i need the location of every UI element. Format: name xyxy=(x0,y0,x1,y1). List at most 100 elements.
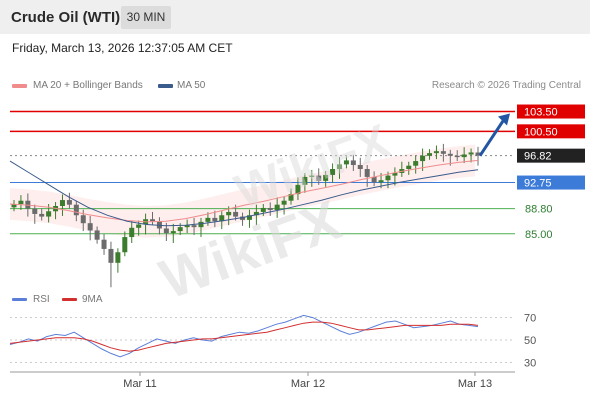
candle-body xyxy=(420,155,426,162)
candle-body xyxy=(25,200,31,209)
candle-body xyxy=(240,216,246,220)
x-tick-label-Mar-13: Mar 13 xyxy=(458,378,492,390)
candle-body xyxy=(316,175,322,181)
timeframe-badge[interactable]: 30 MIN xyxy=(121,6,171,29)
projection-arrowhead xyxy=(498,113,510,126)
level-tag-92.75 xyxy=(517,175,585,190)
level-label-103.50: 103.50 xyxy=(524,107,558,119)
candle-body xyxy=(267,207,273,210)
instrument-title: Crude Oil (WTI) xyxy=(11,9,121,26)
candle-body xyxy=(205,217,211,222)
rsi-tick-30: 30 xyxy=(524,357,536,369)
rsi-ma-line xyxy=(9,321,479,352)
candle-body xyxy=(39,213,45,217)
rsi-tick-70: 70 xyxy=(524,313,536,325)
candle-body xyxy=(385,175,391,181)
candle-body xyxy=(46,211,52,217)
top-bar: Crude Oil (WTI) 30 MIN xyxy=(0,0,590,34)
candle-body xyxy=(461,154,467,158)
candle-body xyxy=(94,230,100,240)
candle-body xyxy=(18,200,24,205)
candle-body xyxy=(302,176,308,185)
level-label-88.80: 88.80 xyxy=(525,204,553,216)
candle-body xyxy=(288,194,294,201)
candle-body xyxy=(447,153,453,156)
candle-body xyxy=(406,165,412,169)
candle-body xyxy=(32,208,38,214)
candle-body xyxy=(177,227,183,232)
candle-body xyxy=(233,211,239,217)
candle-body xyxy=(260,207,266,212)
candle-body xyxy=(101,239,107,249)
candle-body xyxy=(330,169,336,175)
candle-body xyxy=(468,152,474,155)
candle-body xyxy=(413,161,419,166)
x-tick-label-Mar-12: Mar 12 xyxy=(291,378,325,390)
candle-body xyxy=(427,153,433,156)
candle-body xyxy=(156,221,162,229)
candle-body xyxy=(226,211,232,216)
candle-body xyxy=(454,155,460,158)
candle-body xyxy=(378,180,384,183)
ma50-legend-label: MA 50 xyxy=(177,80,206,91)
ma20-legend-swatch xyxy=(12,84,27,88)
level-tag-103.50 xyxy=(517,104,585,119)
candle-body xyxy=(66,200,72,205)
candle-body xyxy=(212,217,218,222)
candle-body xyxy=(309,175,315,177)
level-label-100.50: 100.50 xyxy=(524,126,558,138)
candle-body xyxy=(281,200,287,205)
candle-body xyxy=(350,160,356,166)
level-label-85.00: 85.00 xyxy=(525,229,553,241)
candle-body xyxy=(392,172,398,176)
candle-body xyxy=(59,200,65,206)
candle-body xyxy=(150,219,156,222)
candle-body xyxy=(129,227,135,238)
rsi-legend-label: RSI xyxy=(33,294,50,305)
ma20-legend-label: MA 20 + Bollinger Bands xyxy=(33,80,143,91)
candle-body xyxy=(73,204,79,216)
candle-body xyxy=(246,215,252,220)
candle-body xyxy=(274,204,280,210)
x-tick-label-Mar-11: Mar 11 xyxy=(123,378,156,390)
level-tag-100.50 xyxy=(517,124,585,139)
candle-body xyxy=(295,184,301,195)
candle-body xyxy=(475,152,481,156)
rsi-tick-50: 50 xyxy=(524,335,536,347)
candle-body xyxy=(343,160,349,165)
candle-body xyxy=(170,231,176,234)
candle-body xyxy=(357,165,363,169)
candle-body xyxy=(184,225,190,228)
candle-body xyxy=(87,223,93,231)
ma50-line xyxy=(9,160,479,227)
level-tag-96.82 xyxy=(517,148,585,163)
projection-arrow xyxy=(478,118,506,157)
candle-body xyxy=(198,221,204,228)
ma9-legend-swatch xyxy=(62,298,77,301)
candle-body xyxy=(219,215,225,222)
candle-body xyxy=(364,169,370,177)
candle-body xyxy=(323,174,329,181)
level-label-92.75: 92.75 xyxy=(524,178,552,190)
ma20-line xyxy=(9,159,479,223)
candle-body xyxy=(115,252,121,263)
candle-body xyxy=(163,228,169,234)
candle-body xyxy=(433,151,439,154)
ma9-legend-label: 9MA xyxy=(82,294,103,305)
candle-body xyxy=(136,224,142,228)
rsi-legend-swatch xyxy=(12,298,27,301)
ma50-legend-swatch xyxy=(158,84,173,88)
candle-body xyxy=(371,176,377,183)
candle-body xyxy=(191,225,197,228)
level-label-96.82: 96.82 xyxy=(524,151,552,163)
candle-body xyxy=(440,151,446,154)
candle-body xyxy=(122,237,128,253)
candle-body xyxy=(253,211,259,216)
research-credit: Research © 2026 Trading Central xyxy=(431,80,581,91)
rsi-line xyxy=(9,314,479,358)
candle-body xyxy=(336,164,342,169)
candle-body xyxy=(80,215,86,224)
chart-datetime: Friday, March 13, 2026 12:37:05 AM CET xyxy=(12,41,233,55)
candle-body xyxy=(11,204,17,208)
